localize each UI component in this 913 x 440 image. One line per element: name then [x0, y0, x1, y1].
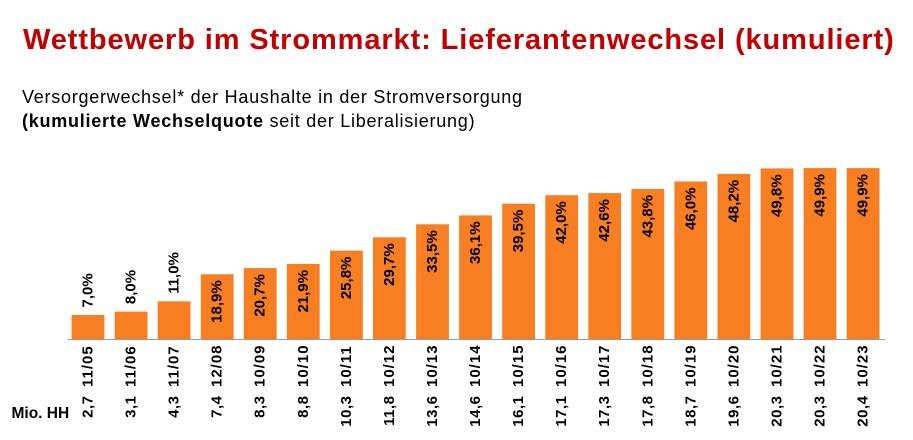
svg-text:14,6: 14,6 [467, 396, 484, 427]
svg-text:49,9%: 49,9% [812, 174, 829, 217]
svg-text:11,0%: 11,0% [166, 252, 183, 294]
svg-text:10,3: 10,3 [338, 396, 355, 427]
svg-text:10/19: 10/19 [682, 344, 699, 387]
svg-text:49,9%: 49,9% [855, 174, 872, 217]
svg-text:10/17: 10/17 [596, 344, 613, 387]
svg-text:43,8%: 43,8% [639, 195, 656, 238]
svg-text:21,9%: 21,9% [295, 270, 312, 313]
svg-text:10/21: 10/21 [769, 344, 786, 387]
svg-text:33,5%: 33,5% [424, 230, 441, 273]
svg-text:10/16: 10/16 [553, 344, 570, 387]
svg-text:12/08: 12/08 [209, 344, 226, 387]
svg-text:7,4: 7,4 [209, 395, 226, 418]
svg-text:8,8: 8,8 [295, 396, 312, 418]
svg-text:10/10: 10/10 [295, 344, 312, 387]
svg-text:10/22: 10/22 [812, 344, 829, 387]
svg-text:Mio. HH: Mio. HH [12, 405, 70, 422]
svg-text:11/05: 11/05 [80, 345, 97, 387]
svg-text:20,7%: 20,7% [252, 274, 269, 317]
svg-text:19,6: 19,6 [725, 396, 742, 427]
svg-text:10/14: 10/14 [467, 344, 484, 387]
svg-text:11/07: 11/07 [166, 345, 183, 387]
svg-text:10/09: 10/09 [252, 344, 269, 387]
svg-text:11/06: 11/06 [123, 345, 140, 387]
svg-text:20,3: 20,3 [769, 396, 786, 427]
svg-text:10/18: 10/18 [639, 344, 656, 387]
svg-text:10/13: 10/13 [424, 344, 441, 387]
svg-text:10/20: 10/20 [725, 344, 742, 387]
svg-text:25,8%: 25,8% [338, 257, 355, 300]
svg-text:4,3: 4,3 [166, 396, 183, 418]
svg-text:8,3: 8,3 [252, 396, 269, 418]
svg-text:16,1: 16,1 [510, 396, 527, 427]
svg-text:7,0%: 7,0% [80, 273, 97, 307]
svg-text:13,6: 13,6 [424, 396, 441, 427]
svg-text:20,4: 20,4 [855, 395, 872, 426]
svg-text:42,6%: 42,6% [596, 199, 613, 242]
svg-text:10/11: 10/11 [338, 345, 355, 387]
svg-text:10/23: 10/23 [855, 344, 872, 387]
svg-text:48,2%: 48,2% [725, 180, 742, 223]
svg-text:17,8: 17,8 [639, 396, 656, 427]
svg-text:8,0%: 8,0% [123, 270, 140, 304]
svg-text:18,7: 18,7 [682, 396, 699, 427]
svg-text:3,1: 3,1 [123, 396, 140, 418]
svg-text:17,3: 17,3 [596, 396, 613, 427]
svg-text:49,8%: 49,8% [769, 174, 786, 217]
svg-text:18,9%: 18,9% [209, 280, 226, 323]
svg-text:36,1%: 36,1% [467, 221, 484, 264]
svg-text:2,7: 2,7 [80, 396, 97, 418]
svg-text:17,1: 17,1 [553, 396, 570, 427]
svg-text:46,0%: 46,0% [682, 188, 699, 231]
svg-text:10/15: 10/15 [510, 344, 527, 387]
svg-text:10/12: 10/12 [381, 344, 398, 387]
svg-text:20,3: 20,3 [812, 396, 829, 427]
svg-text:39,5%: 39,5% [510, 210, 527, 253]
svg-text:11,8: 11,8 [381, 396, 398, 426]
svg-text:29,7%: 29,7% [381, 243, 398, 286]
svg-text:42,0%: 42,0% [553, 201, 570, 244]
